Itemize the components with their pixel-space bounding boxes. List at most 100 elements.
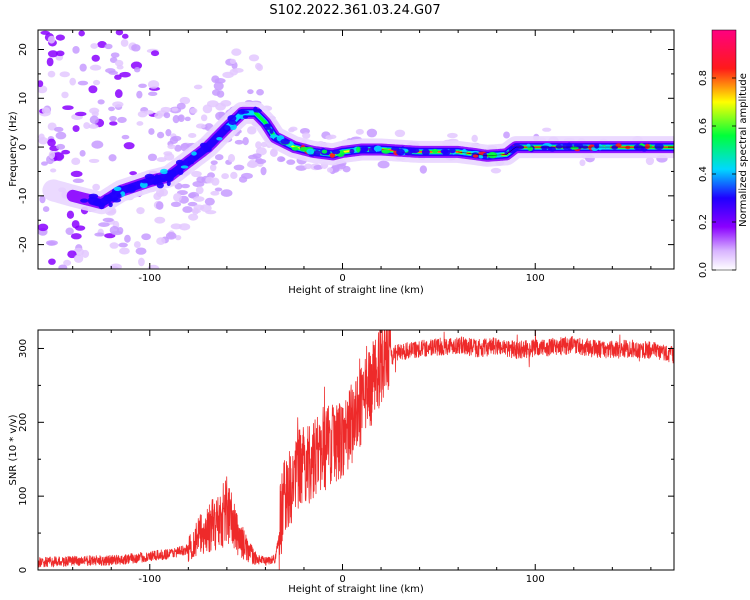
spectrogram-y-tick-label: -10: [18, 188, 29, 204]
spectrogram-noise-cell: [83, 122, 91, 129]
spectrogram-noise-cell: [114, 89, 123, 99]
spectrogram-ridge-cell: [175, 159, 184, 166]
spectrogram-noise-cell: [55, 34, 65, 41]
spectrogram-noise-cell: [72, 45, 80, 54]
spectrogram-noise-cell: [147, 80, 160, 89]
snr-ylabel: SNR (10 * v/v): [8, 414, 19, 485]
spectrogram-ridge-cell: [504, 151, 509, 155]
spectrogram-ridge-cell: [187, 160, 194, 165]
spectrogram-ridge-cell: [654, 143, 664, 150]
spectrogram-noise-cell: [98, 222, 110, 227]
spectrogram-noise-cell: [109, 121, 118, 126]
spectrogram-noise-cell: [118, 242, 128, 248]
spectrogram-noise-cell: [102, 217, 114, 223]
spectrogram-ridge-cell: [269, 128, 274, 134]
spectrogram-noise-cell: [326, 167, 334, 173]
spectrogram-noise-cell: [230, 171, 238, 180]
spectrogram-noise-cell: [188, 213, 199, 221]
spectrogram-noise-cell: [255, 158, 267, 164]
spectrogram-ridge-cell: [461, 148, 467, 155]
spectrogram-noise-cell: [150, 50, 160, 57]
spectrogram-noise-cell: [187, 201, 198, 207]
spectrogram-ridge-cell: [113, 197, 118, 201]
spectrogram-noise-cell: [165, 232, 177, 240]
spectrogram-noise-cell: [55, 50, 65, 57]
spectrogram-noise-cell: [289, 126, 298, 132]
spectrogram-noise-cell: [108, 154, 117, 162]
spectrogram-noise-cell: [41, 107, 51, 114]
colorbar-tick-label: 0.8: [698, 70, 709, 86]
spectrogram-ridge-cell: [441, 149, 451, 156]
spectrogram-noise-cell: [279, 156, 286, 162]
spectrogram-noise-cell: [47, 138, 56, 147]
spectrogram-noise-cell: [61, 149, 71, 155]
colorbar-ticks: 0.0 0.2 0.4 0.6 0.8: [698, 70, 736, 278]
snr-line-group: [38, 330, 674, 570]
spectrogram-noise-cell: [163, 151, 173, 156]
spectrogram-noise-cell: [133, 241, 141, 248]
spectrogram-noise-cell: [231, 48, 242, 56]
spectrogram-ridge-cell: [203, 142, 209, 148]
spectrogram-ylabel: Frequency (Hz): [8, 111, 19, 187]
spectrogram-ridge-cell: [116, 193, 122, 199]
spectrogram-noise-cell: [192, 207, 199, 215]
spectrogram-noise-cell: [61, 91, 69, 99]
spectrogram-noise-cell: [247, 89, 254, 95]
spectrogram-noise-cell: [114, 74, 122, 80]
spectrogram-noise-cell: [120, 39, 129, 47]
spectrogram-noise-cell: [129, 171, 137, 176]
spectrogram-ridge-cell: [160, 168, 169, 175]
spectrogram-noise-cell: [233, 164, 245, 171]
spectrogram-noise-cell: [40, 161, 48, 166]
spectrogram-ridge-cell: [229, 123, 237, 131]
spectrogram-noise-cell: [377, 160, 390, 169]
spectrogram-noise-cell: [170, 223, 182, 230]
spectrogram-ridge-cell: [192, 154, 200, 160]
spectrogram-noise-cell: [89, 107, 100, 114]
spectrogram-noise-cell: [59, 71, 70, 78]
spectrogram-ridge-cell: [167, 169, 177, 175]
spectrogram-ridge-cell: [373, 145, 382, 152]
spectrogram-noise-cell: [188, 133, 197, 138]
snr-frame: [37, 329, 675, 571]
spectrogram-xlabel: Height of straight line (km): [288, 285, 424, 296]
spectrogram-ridge-cell: [306, 148, 315, 155]
spectrogram-noise-cell: [227, 154, 236, 163]
spectrogram-noise-cell: [156, 237, 166, 245]
spectrogram-noise-cell: [93, 79, 101, 86]
spectrogram-ridge-cell: [359, 146, 369, 153]
spectrogram-ridge-cell: [159, 178, 167, 183]
spectrogram-noise-cell: [246, 161, 259, 168]
spectrogram-noise-cell: [55, 131, 67, 140]
spectrogram-noise-cell: [135, 247, 147, 255]
spectrogram-noise-cell: [255, 147, 267, 156]
spectrogram-ridge-cell: [113, 186, 122, 192]
spectrogram-noise-cell: [148, 128, 155, 135]
spectrogram-noise-cell: [109, 242, 119, 249]
spectrogram-ridge-cell: [216, 137, 223, 141]
spectrogram-ridge-cell: [222, 125, 231, 132]
spectrogram-noise-cell: [503, 131, 510, 139]
spectrogram-noise-cell: [147, 153, 157, 162]
snr-y-tick-label: 100: [18, 487, 29, 506]
spectrogram-noise-cell: [136, 121, 144, 126]
spectrogram-noise-cell: [88, 85, 98, 94]
spectrogram-noise-cell: [154, 112, 163, 119]
spectrogram-noise-cell: [269, 149, 278, 157]
colorbar-tick-label: 0.6: [698, 118, 709, 134]
spectrogram-noise-cell: [189, 107, 198, 114]
spectrogram-noise-cell: [148, 91, 158, 97]
spectrogram-noise-cell: [63, 259, 72, 266]
snr-x-tick-label: 100: [526, 574, 545, 585]
spectrogram-noise-cell: [65, 227, 74, 235]
spectrogram-ridge-cell: [144, 173, 155, 180]
spectrogram-ridge-cell: [431, 148, 439, 154]
snr-panel: -100 0 100 0 100 200 300 Height of straight li…: [8, 329, 675, 595]
spectrogram-noise-cell: [39, 195, 46, 204]
spectrogram-x-tick-label: 0: [339, 273, 345, 284]
spectrogram-noise-cell: [47, 35, 56, 44]
spectrogram-noise-cell: [242, 136, 249, 146]
spectrogram-noise-cell: [108, 106, 115, 112]
spectrogram-noise-cell: [174, 182, 183, 190]
spectrogram-ridge-cell: [166, 175, 172, 183]
